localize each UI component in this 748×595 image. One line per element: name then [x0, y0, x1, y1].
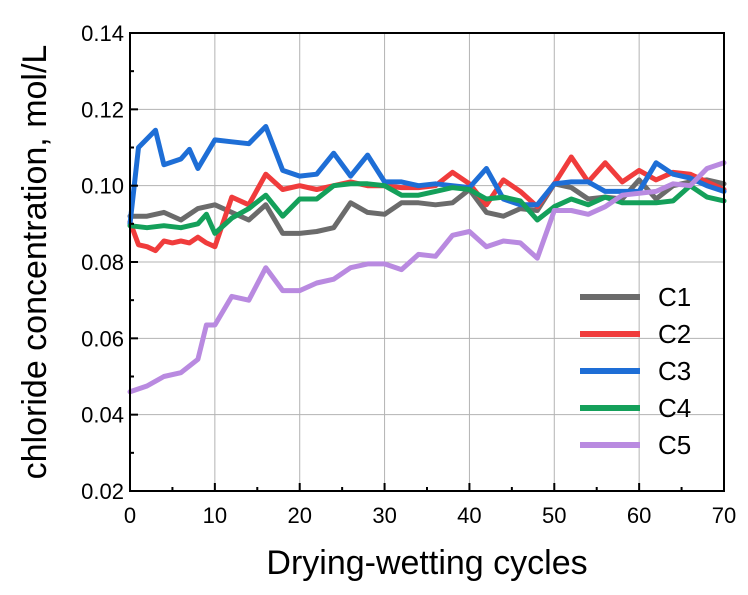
x-tick-label: 20 [287, 503, 311, 528]
x-tick-label: 40 [457, 503, 481, 528]
legend-label-c5: C5 [658, 430, 691, 460]
series-line-c5 [127, 160, 727, 395]
y-tick-label: 0.04 [81, 403, 124, 428]
x-tick-label: 30 [372, 503, 396, 528]
y-tick-label: 0.02 [81, 479, 124, 504]
y-tick-label: 0.10 [81, 174, 124, 199]
x-tick-label: 70 [712, 503, 736, 528]
x-tick-label: 60 [627, 503, 651, 528]
series-line-c3 [127, 124, 727, 227]
legend-label-c2: C2 [658, 319, 691, 349]
legend: C1 C2 C3 C4 C5 [580, 282, 691, 460]
x-axis-title: Drying-wetting cycles [266, 544, 587, 582]
y-tick-label: 0.08 [81, 250, 124, 275]
y-tick-labels: 0.02 0.04 0.06 0.08 0.10 0.12 0.14 [81, 21, 124, 504]
x-tick-label: 0 [124, 503, 136, 528]
x-tick-label: 50 [542, 503, 566, 528]
series-layer [127, 124, 727, 395]
y-axis-title: chloride concentration, mol/L [16, 45, 54, 480]
x-tick-label: 10 [203, 503, 227, 528]
legend-label-c4: C4 [658, 393, 691, 423]
y-tick-label: 0.06 [81, 326, 124, 351]
y-tick-label: 0.12 [81, 97, 124, 122]
legend-label-c1: C1 [658, 282, 691, 312]
series-line-c4 [127, 181, 727, 236]
legend-label-c3: C3 [658, 356, 691, 386]
grid [130, 33, 724, 491]
x-tick-labels: 0 10 20 30 40 50 60 70 [124, 503, 736, 528]
y-tick-label: 0.14 [81, 21, 124, 46]
axis-ticks [129, 32, 725, 492]
